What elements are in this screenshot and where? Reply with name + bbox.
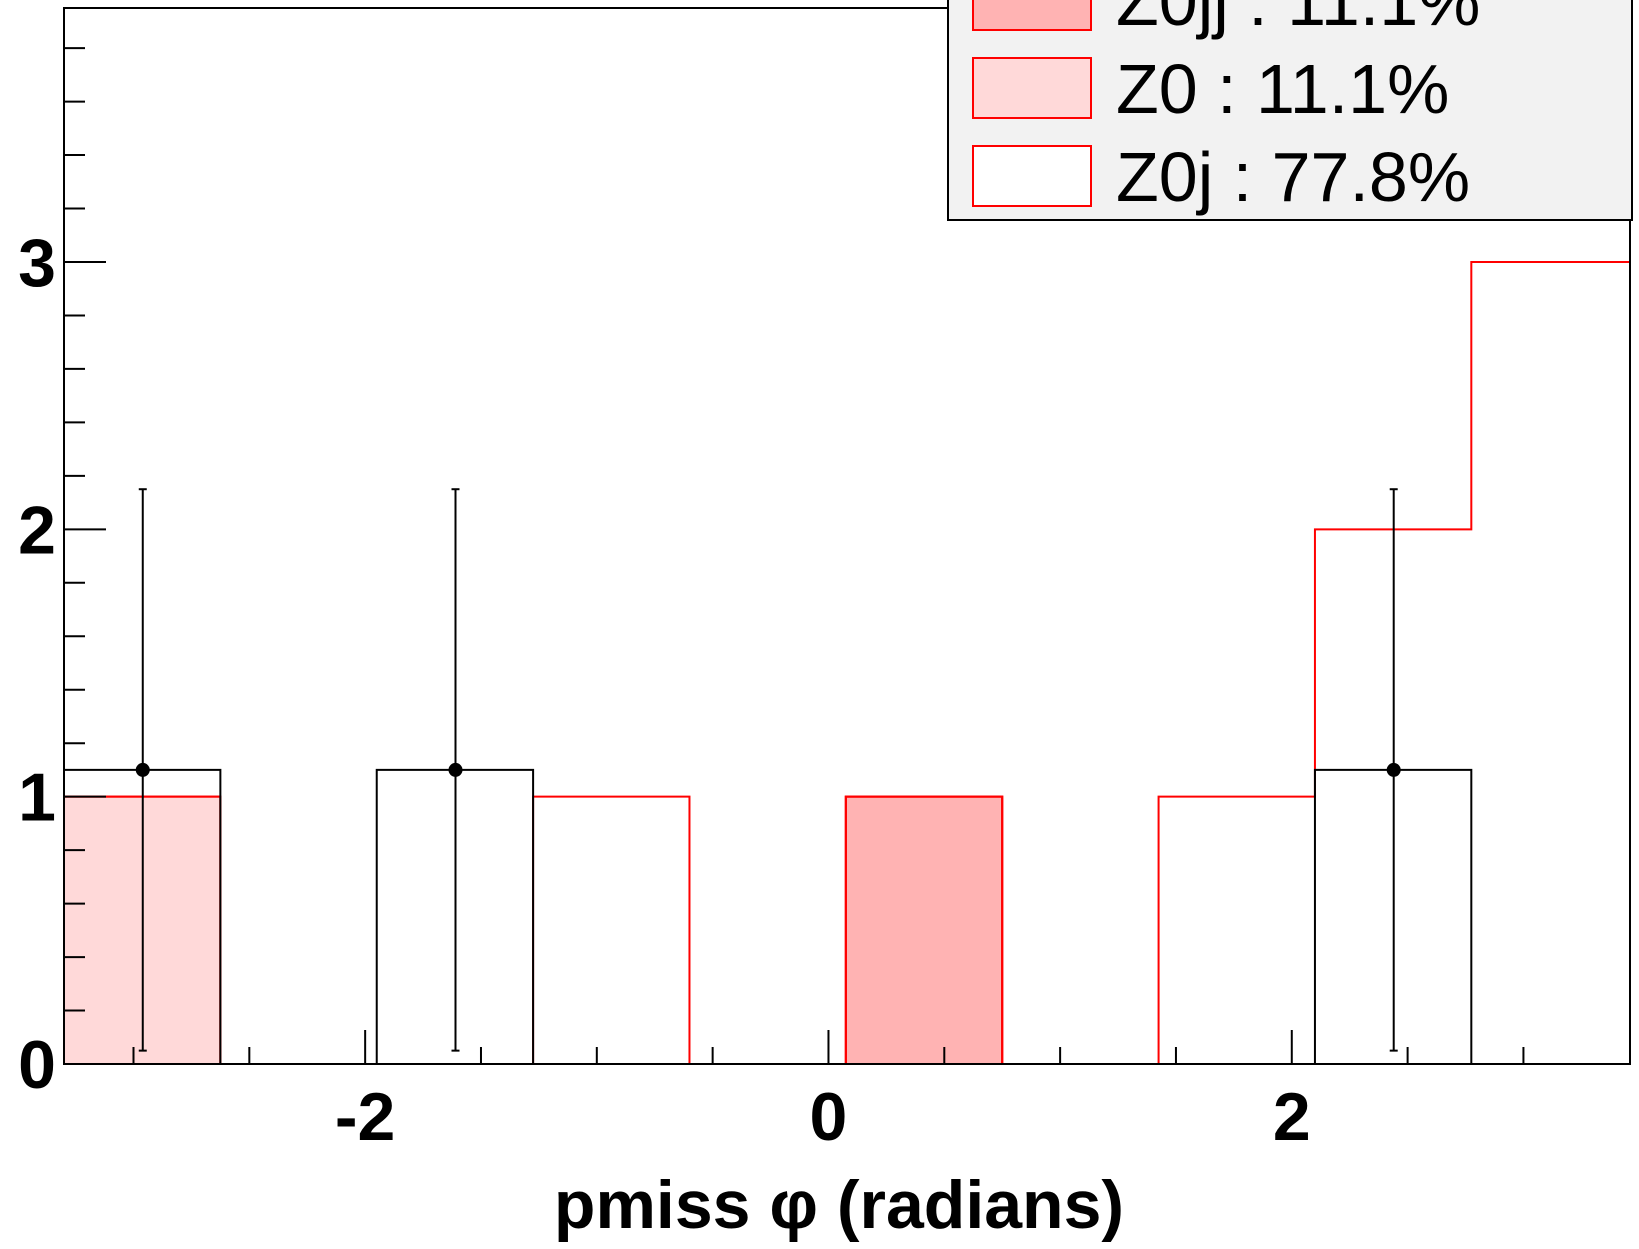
data-points — [63, 488, 1473, 1064]
data-point-2 — [448, 762, 463, 777]
legend-label-1: Z0jj : 11.1% — [1116, 0, 1480, 40]
x-tick-label: 2 — [1273, 1079, 1311, 1155]
x-tick-label: 0 — [810, 1079, 848, 1155]
axis-ticks: 0 1 2 3 -2 0 2 — [18, 47, 1525, 1155]
legend-label-3: Z0j : 77.8% — [1116, 138, 1470, 216]
y-tick-label: 2 — [18, 492, 56, 568]
bar-1-bin-6 — [845, 796, 1003, 1064]
x-axis-title: pmiss φ (radians) — [554, 1167, 1124, 1243]
legend: Z0jj : 11.1% Z0 : 11.1% Z0j : 77.8% — [947, 0, 1633, 221]
bar-3-bin-10 — [1471, 261, 1630, 1064]
y-tick-label: 0 — [18, 1027, 56, 1103]
legend-label-2: Z0 : 11.1% — [1116, 50, 1449, 128]
legend-swatch-2 — [972, 57, 1092, 119]
stack-bars — [64, 260, 1630, 1065]
y-tick-label: 3 — [18, 225, 56, 301]
bar-3-bin-8 — [1158, 796, 1315, 1064]
plot-frame — [63, 7, 1631, 1065]
x-tick-label: -2 — [335, 1079, 395, 1155]
bar-3-bin-4 — [533, 796, 690, 1064]
data-point-3 — [1386, 762, 1401, 777]
data-point-1 — [135, 762, 150, 777]
y-tick-label: 1 — [18, 760, 56, 836]
legend-swatch-1 — [972, 0, 1092, 31]
legend-swatch-3 — [972, 145, 1092, 207]
